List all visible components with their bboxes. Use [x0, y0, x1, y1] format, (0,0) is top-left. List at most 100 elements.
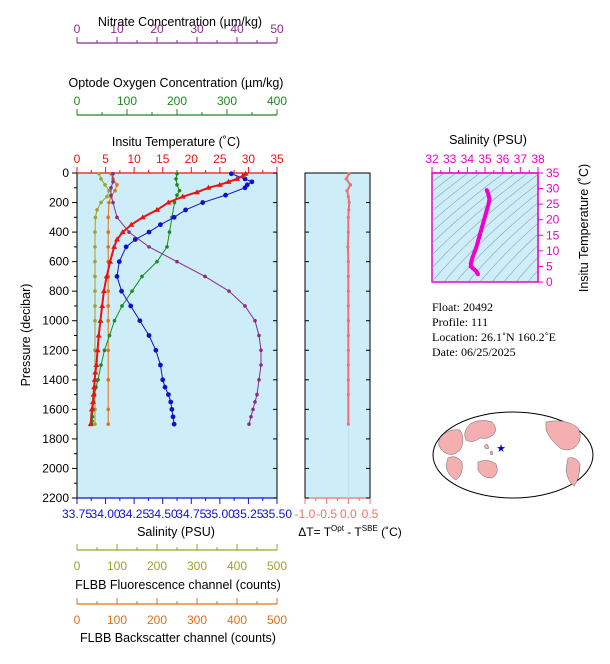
nitrate-tick-label: 20	[150, 22, 164, 36]
oxygen-series-point	[96, 378, 100, 382]
temperature-series-point	[91, 376, 98, 382]
backscatter-series-point	[106, 215, 110, 220]
temperature-series-point	[194, 189, 200, 195]
pressure-tick-label: 2200	[42, 491, 69, 505]
nitrate-series-point	[115, 215, 119, 220]
ts-series-point	[472, 250, 477, 255]
backscatter-series-point	[113, 188, 117, 193]
ts_salinity-tick-label: 38	[531, 152, 545, 166]
salinity-series-point	[183, 207, 188, 213]
ts-series-point	[475, 272, 480, 277]
temperature-series-point	[242, 170, 249, 176]
delta-series-point	[347, 172, 351, 176]
salinity-series-point	[114, 274, 120, 279]
nitrate-series-point	[111, 180, 115, 184]
pressure-axis-title: Pressure (decibar)	[19, 284, 33, 387]
temperature-series-point	[88, 406, 95, 412]
temperature-tick-label: 20	[185, 152, 199, 166]
oxygen-tick-label: 200	[167, 94, 187, 108]
fluorescence-series-point	[93, 289, 97, 293]
ts_salinity-tick-label: 35	[478, 152, 492, 166]
temperature-series-point	[114, 236, 120, 242]
ts-density-contour	[432, 173, 529, 256]
oxygen-series-point	[175, 183, 179, 187]
backscatter-series-point	[106, 304, 110, 308]
fluorescence-tick-label: 0	[74, 559, 81, 573]
pressure-tick-label: 2000	[42, 461, 69, 475]
backscatter-series-point	[106, 230, 110, 234]
oxygen-tick-label: 300	[217, 94, 237, 108]
temperature-series-point	[97, 317, 104, 323]
temperature-series-point	[154, 206, 160, 212]
series-layer	[87, 170, 492, 427]
nitrate-series-point	[247, 422, 251, 426]
float-id: Float: 20492	[432, 300, 494, 314]
backscatter-series-point	[106, 422, 110, 426]
temperature-series-point	[139, 214, 146, 220]
ts-series-point	[469, 258, 474, 263]
delta-series-point	[345, 189, 349, 193]
temperature-series-point	[111, 243, 118, 249]
temperature-series-point	[93, 362, 100, 368]
profile-date: Date: 06/25/2025	[432, 345, 516, 359]
backscatter-series-point	[106, 289, 110, 293]
pressure-tick-label: 800	[49, 284, 69, 298]
fluorescence-tick-label: 400	[227, 559, 247, 573]
fluorescence-tick-label: 200	[147, 559, 167, 573]
ts-temperature-tick-label: 10	[546, 244, 560, 258]
profile-panel	[76, 172, 278, 499]
temperature-series-point	[119, 229, 126, 235]
fluorescence-series-point	[93, 304, 97, 308]
temperature-series-point	[100, 288, 107, 294]
temperature-series-point	[94, 347, 101, 353]
temperature-series-point	[205, 184, 212, 190]
salinity-series-point	[171, 421, 177, 427]
nitrate-series-point	[111, 200, 115, 205]
ts-series-point	[484, 188, 489, 193]
ts-series-point	[479, 227, 484, 232]
temperature-tick-label: 0	[74, 152, 81, 166]
fluorescence-series-point	[93, 274, 97, 279]
salinity-series-point	[160, 377, 166, 383]
ts-series-point	[483, 214, 487, 219]
oxygen-series-point	[175, 171, 179, 176]
fluorescence-series-point	[103, 183, 107, 187]
ts-temperature-tick-label: 35	[546, 166, 560, 180]
salinity-series-line	[116, 173, 253, 425]
pressure-tick-label: 1200	[42, 343, 69, 357]
delta-series-point	[346, 304, 350, 308]
salinity-series-point	[116, 259, 122, 265]
oxygen-series-point	[107, 333, 112, 338]
backscatter-tick-label: 200	[147, 613, 167, 627]
temperature-tick-label: 30	[242, 152, 256, 166]
delta-series-point	[344, 177, 348, 181]
ts_salinity-tick-label: 33	[443, 152, 457, 166]
salinity-tick-label: 33.75	[62, 507, 92, 521]
backscatter-series-point	[115, 183, 119, 187]
ts_salinity-tick-label: 37	[514, 152, 528, 166]
delta-series-point	[346, 195, 350, 199]
pressure-tick-label: 1000	[42, 314, 69, 328]
temperature-tick-label: 5	[102, 152, 109, 166]
nitrate-series-point	[251, 407, 255, 412]
delta-tick-label: -0.5	[316, 507, 337, 521]
salinity-tick-label: 35.25	[233, 507, 263, 521]
oxygen-axis-title: Optode Oxygen Concentration (µm/kg)	[69, 76, 284, 90]
temperature-series-point	[87, 421, 94, 427]
salinity-series-point	[223, 192, 228, 198]
delta-panel	[304, 172, 371, 499]
nitrate-series-point	[109, 193, 113, 197]
backscatter-tick-label: 100	[107, 613, 127, 627]
nitrate-series-point	[259, 348, 263, 353]
salinity-series-point	[169, 406, 175, 412]
float-location: Location: 26.1˚N 160.2˚E	[432, 330, 556, 344]
fluorescence-series-point	[93, 215, 98, 220]
delta-tick-label: 0.0	[340, 507, 357, 521]
oxygen-series-point	[120, 304, 124, 308]
pressure-tick-label: 1400	[42, 373, 69, 387]
salinity-series-point	[153, 347, 159, 353]
ts-density-contour	[432, 173, 517, 244]
delta-series-point	[346, 378, 350, 382]
delta-series-point	[346, 230, 350, 234]
